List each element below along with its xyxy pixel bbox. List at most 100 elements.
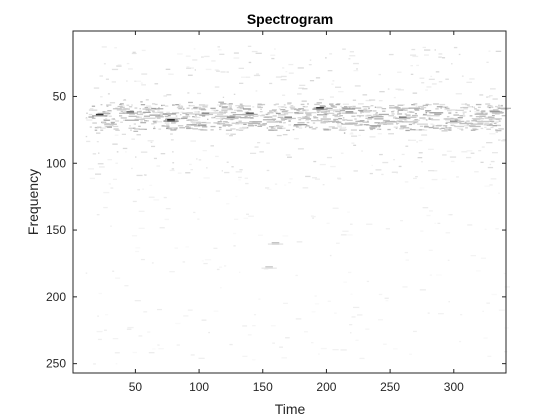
spectrogram-cell bbox=[370, 128, 373, 131]
spectrogram-cell bbox=[374, 118, 384, 120]
spectrogram-cell bbox=[311, 215, 316, 218]
spectrogram-cell bbox=[180, 114, 182, 116]
spectrogram-cell bbox=[343, 106, 348, 108]
spectrogram-cell bbox=[313, 107, 317, 109]
spectrogram-cell bbox=[439, 128, 442, 130]
spectrogram-cell bbox=[440, 107, 442, 109]
spectrogram-cell bbox=[233, 232, 237, 235]
spectrogram-cell bbox=[433, 127, 439, 129]
spectrogram-cell bbox=[242, 108, 251, 110]
spectrogram-cell bbox=[135, 156, 137, 158]
spectrogram-cell bbox=[366, 109, 370, 111]
spectrogram-cell bbox=[314, 178, 320, 180]
spectrogram-cell bbox=[391, 111, 394, 113]
spectrogram-cell bbox=[239, 107, 244, 109]
spectrogram-cell bbox=[138, 125, 141, 127]
spectrogram-cell bbox=[301, 100, 307, 102]
spectrogram-cell bbox=[308, 126, 312, 129]
spectrogram-cell bbox=[480, 111, 486, 113]
spectrogram-cell bbox=[495, 131, 498, 133]
spectrogram-cell bbox=[244, 105, 251, 107]
spectrogram-cell bbox=[273, 104, 277, 106]
spectrogram-cell bbox=[480, 257, 486, 259]
spectrogram-cell bbox=[302, 88, 308, 90]
spectrogram-cell bbox=[134, 107, 138, 109]
spectrogram-peak-halo bbox=[223, 117, 239, 120]
spectrogram-peak-halo bbox=[341, 112, 357, 114]
spectrogram-cell bbox=[379, 91, 385, 93]
spectrogram-cell bbox=[100, 104, 103, 106]
spectrogram-cell bbox=[306, 113, 312, 115]
spectrogram-cell bbox=[418, 108, 423, 110]
spectrogram-cell bbox=[233, 52, 239, 54]
spectrogram-cell bbox=[130, 110, 132, 112]
spectrogram-cell bbox=[248, 61, 252, 64]
spectrogram-cell bbox=[128, 127, 134, 129]
spectrogram-cell bbox=[249, 121, 256, 123]
spectrogram-peak-halo bbox=[312, 108, 328, 110]
spectrogram-cell bbox=[329, 96, 334, 98]
spectrogram-cell bbox=[434, 103, 439, 105]
spectrogram-cell bbox=[322, 184, 325, 186]
spectrogram-cell bbox=[310, 126, 313, 128]
spectrogram-peak-halo bbox=[197, 113, 214, 116]
spectrogram-cell bbox=[215, 155, 219, 158]
spectrogram-cell bbox=[459, 128, 462, 130]
spectrogram-cell bbox=[354, 85, 361, 87]
spectrogram-cell bbox=[402, 104, 405, 106]
spectrogram-cell bbox=[368, 107, 370, 109]
spectrogram-cell bbox=[480, 127, 484, 130]
spectrogram-cell bbox=[408, 123, 412, 126]
spectrogram-cell bbox=[186, 107, 190, 109]
spectrogram-cell bbox=[242, 126, 247, 129]
spectrogram-cell bbox=[467, 104, 470, 106]
spectrogram-cell bbox=[369, 99, 376, 101]
spectrogram-cell bbox=[252, 115, 259, 117]
spectrogram-cell bbox=[316, 119, 319, 121]
spectrogram-cell bbox=[481, 146, 485, 148]
spectrogram-cell bbox=[152, 348, 156, 350]
spectrogram-cell bbox=[265, 187, 270, 189]
spectrogram-cell bbox=[221, 118, 224, 120]
spectrogram-cell bbox=[126, 62, 130, 65]
spectrogram-cell bbox=[450, 124, 455, 126]
spectrogram-cell bbox=[286, 129, 290, 131]
spectrogram-cell bbox=[202, 104, 209, 106]
spectrogram-cell bbox=[167, 115, 171, 117]
spectrogram-cell bbox=[396, 123, 398, 125]
spectrogram-cell bbox=[408, 139, 411, 141]
spectrogram-cell bbox=[164, 105, 169, 107]
spectrogram-cell bbox=[419, 117, 426, 119]
spectrogram-cell bbox=[312, 122, 316, 124]
spectrogram-cell bbox=[96, 141, 99, 143]
spectrogram-cell bbox=[458, 53, 461, 56]
spectrogram-cell bbox=[110, 121, 115, 124]
spectrogram-cell bbox=[486, 302, 490, 304]
spectrogram-cell bbox=[450, 109, 456, 111]
spectrogram-cell bbox=[372, 110, 377, 112]
spectrogram-cell bbox=[143, 117, 156, 119]
spectrogram-cell bbox=[89, 108, 94, 110]
spectrogram-cell bbox=[171, 127, 176, 129]
spectrogram-cell bbox=[419, 289, 426, 291]
spectrogram-cell bbox=[208, 331, 210, 334]
spectrogram-cell bbox=[467, 224, 473, 226]
spectrogram-cell bbox=[435, 108, 439, 110]
spectrogram-cell bbox=[197, 92, 202, 95]
spectrogram-cell bbox=[474, 113, 488, 115]
spectrogram-cell bbox=[197, 121, 201, 123]
spectrogram-cell bbox=[363, 109, 367, 111]
spectrogram-cell bbox=[458, 118, 463, 120]
spectrogram-cell bbox=[287, 103, 291, 105]
spectrogram-peak-halo bbox=[261, 267, 277, 269]
spectrogram-cell bbox=[282, 235, 289, 237]
spectrogram-cell bbox=[172, 104, 175, 106]
spectrogram-cell bbox=[371, 164, 373, 167]
spectrogram-cell bbox=[310, 215, 314, 217]
spectrogram-cell bbox=[148, 352, 155, 354]
spectrogram-cell bbox=[191, 108, 193, 110]
spectrogram-cell bbox=[126, 108, 130, 110]
spectrogram-cell bbox=[297, 117, 302, 119]
spectrogram-cell bbox=[314, 103, 320, 106]
spectrogram-cell bbox=[238, 129, 244, 131]
